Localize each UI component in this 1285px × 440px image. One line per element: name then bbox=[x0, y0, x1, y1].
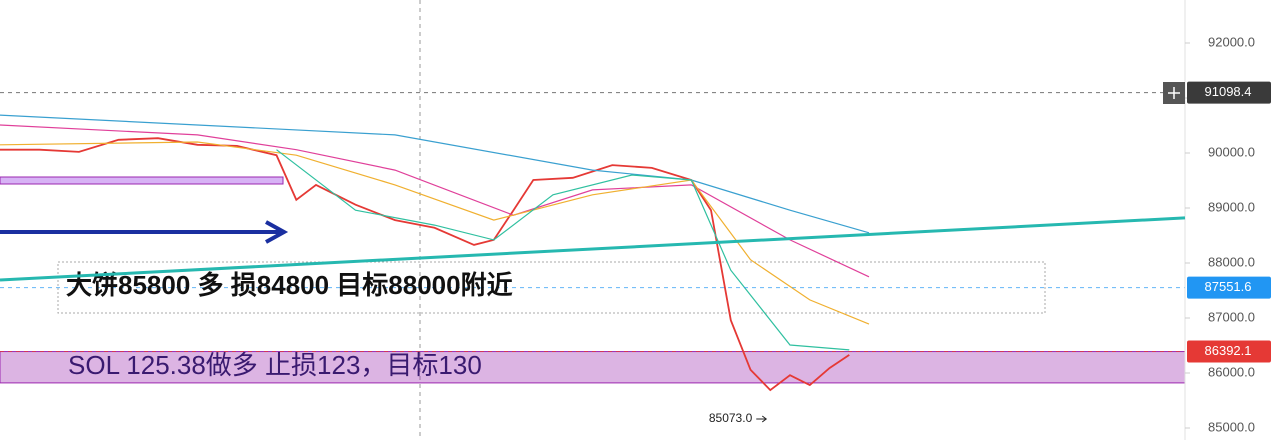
price-tag bbox=[1187, 340, 1271, 363]
annotation: SOL 125.38做多 止损123，目标130 bbox=[68, 350, 482, 380]
y-tick-label: 87000.0 bbox=[1208, 309, 1255, 324]
y-tick-label: 89000.0 bbox=[1208, 199, 1255, 214]
y-tick-label: 92000.0 bbox=[1208, 34, 1255, 49]
annotation: 大饼85800 多 损84800 目标88000附近 bbox=[66, 270, 513, 300]
y-tick-label: 88000.0 bbox=[1208, 254, 1255, 269]
arrow bbox=[0, 220, 289, 244]
y-tick-label: 90000.0 bbox=[1208, 144, 1255, 159]
y-tick-label: 85000.0 bbox=[1208, 419, 1255, 434]
low-label: 85073.0 bbox=[709, 411, 753, 425]
trendline bbox=[0, 216, 1186, 282]
price-tag bbox=[1187, 81, 1271, 104]
plot bbox=[0, 92, 1186, 392]
drawing-rect bbox=[0, 176, 284, 185]
price-tag-label: 87551.6 bbox=[1205, 279, 1252, 294]
price-line bbox=[0, 114, 870, 234]
price-tag-label: 91098.4 bbox=[1205, 84, 1252, 99]
y-tick-label: 86000.0 bbox=[1208, 364, 1255, 379]
price-line bbox=[0, 141, 870, 325]
price-line bbox=[276, 149, 850, 351]
price-band bbox=[0, 351, 1186, 384]
low-arrow bbox=[756, 415, 768, 423]
plus-icon bbox=[1168, 87, 1180, 99]
annotation-box bbox=[57, 261, 1046, 314]
price-tag-label: 86392.1 bbox=[1205, 343, 1252, 358]
price-tag bbox=[1187, 276, 1271, 299]
